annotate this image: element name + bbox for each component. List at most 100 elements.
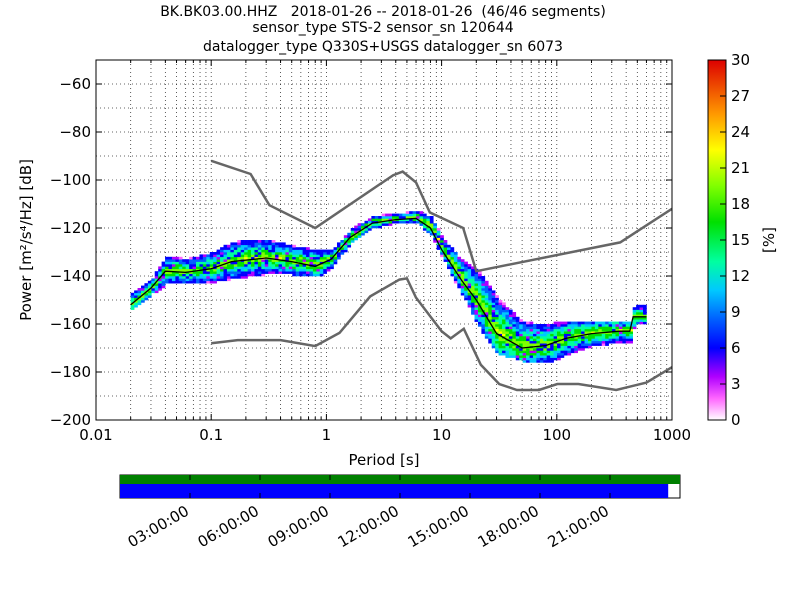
density-cell — [474, 314, 479, 318]
density-cell — [292, 266, 297, 270]
density-cell — [608, 340, 613, 344]
density-cell — [526, 331, 530, 334]
density-cell — [625, 340, 630, 344]
density-cell — [543, 355, 548, 358]
density-cell — [495, 316, 499, 320]
density-cell — [522, 360, 527, 363]
density-cell — [178, 264, 183, 267]
density-cell — [498, 338, 503, 342]
density-cell — [268, 242, 272, 246]
y-tick-label: −160 — [50, 315, 91, 333]
density-cell — [584, 345, 589, 349]
density-cell — [275, 259, 279, 262]
density-cell — [395, 220, 400, 224]
density-cell — [484, 321, 489, 325]
density-cell — [491, 343, 496, 346]
density-cell — [526, 338, 530, 342]
density-cell — [319, 249, 324, 253]
density-cell — [202, 256, 207, 260]
density-cell — [233, 271, 238, 274]
density-cell — [216, 271, 221, 274]
density-cell — [553, 324, 558, 327]
density-cell — [581, 338, 585, 342]
density-cell — [230, 271, 235, 274]
density-cell — [591, 331, 596, 334]
density-cell — [295, 249, 300, 253]
density-cell — [622, 324, 627, 327]
density-cell — [522, 336, 527, 339]
density-cell — [333, 254, 338, 258]
density-cell — [594, 328, 599, 332]
density-cell — [440, 242, 444, 246]
density-cell — [532, 357, 537, 361]
density-cell — [367, 218, 372, 222]
density-cell — [570, 343, 575, 346]
density-cell — [244, 247, 248, 250]
density-cell — [546, 350, 551, 354]
density-cell — [292, 247, 297, 250]
density-cell — [309, 266, 314, 270]
density-cell — [381, 220, 386, 224]
density-cell — [612, 340, 616, 344]
density-cell — [436, 230, 441, 234]
density-cell — [508, 355, 513, 358]
density-cell — [213, 278, 217, 282]
density-cell — [333, 249, 338, 253]
density-cell — [505, 328, 510, 332]
density-cell — [209, 273, 214, 277]
density-cell — [144, 285, 149, 289]
density-cell — [474, 316, 479, 320]
density-cell — [453, 268, 458, 272]
density-cell — [457, 264, 462, 267]
density-cell — [213, 273, 217, 277]
density-cell — [309, 271, 314, 274]
density-cell — [347, 232, 352, 236]
density-cell — [491, 319, 496, 322]
density-cell — [299, 249, 303, 253]
density-cell — [543, 324, 548, 327]
density-cell — [594, 340, 599, 344]
density-cell — [560, 355, 565, 358]
density-cell — [209, 261, 214, 265]
density-cell — [302, 247, 307, 250]
density-cell — [550, 340, 554, 344]
density-cell — [477, 271, 482, 274]
density-cell — [498, 348, 503, 351]
density-cell — [522, 331, 527, 334]
density-cell — [491, 307, 496, 310]
density-cell — [484, 285, 489, 289]
density-cell — [333, 261, 338, 265]
density-cell — [495, 309, 499, 313]
density-cell — [505, 343, 510, 346]
density-cell — [306, 259, 310, 262]
density-cell — [563, 333, 568, 337]
density-cell — [495, 348, 499, 351]
density-cell — [378, 223, 382, 226]
density-cell — [574, 345, 578, 349]
density-cell — [165, 278, 169, 282]
density-cell — [557, 345, 561, 349]
density-cell — [357, 235, 362, 238]
density-cell — [519, 333, 523, 337]
density-cell — [295, 268, 300, 272]
density-cell — [237, 276, 242, 279]
density-cell — [436, 237, 441, 241]
density-cell — [209, 271, 214, 274]
density-cell — [598, 340, 603, 344]
density-cell — [254, 261, 259, 265]
density-cell — [268, 244, 272, 248]
density-cell — [581, 345, 585, 349]
density-cell — [178, 266, 183, 270]
density-cell — [584, 326, 589, 330]
density-cell — [168, 259, 173, 262]
density-cell — [453, 264, 458, 267]
density-cell — [560, 345, 565, 349]
density-cell — [508, 348, 513, 351]
density-cell — [529, 326, 534, 330]
density-cell — [165, 273, 169, 277]
density-cell — [477, 292, 482, 296]
density-cell — [464, 283, 468, 286]
density-cell — [539, 340, 544, 344]
density-cell — [539, 336, 544, 339]
density-cell — [199, 261, 204, 265]
